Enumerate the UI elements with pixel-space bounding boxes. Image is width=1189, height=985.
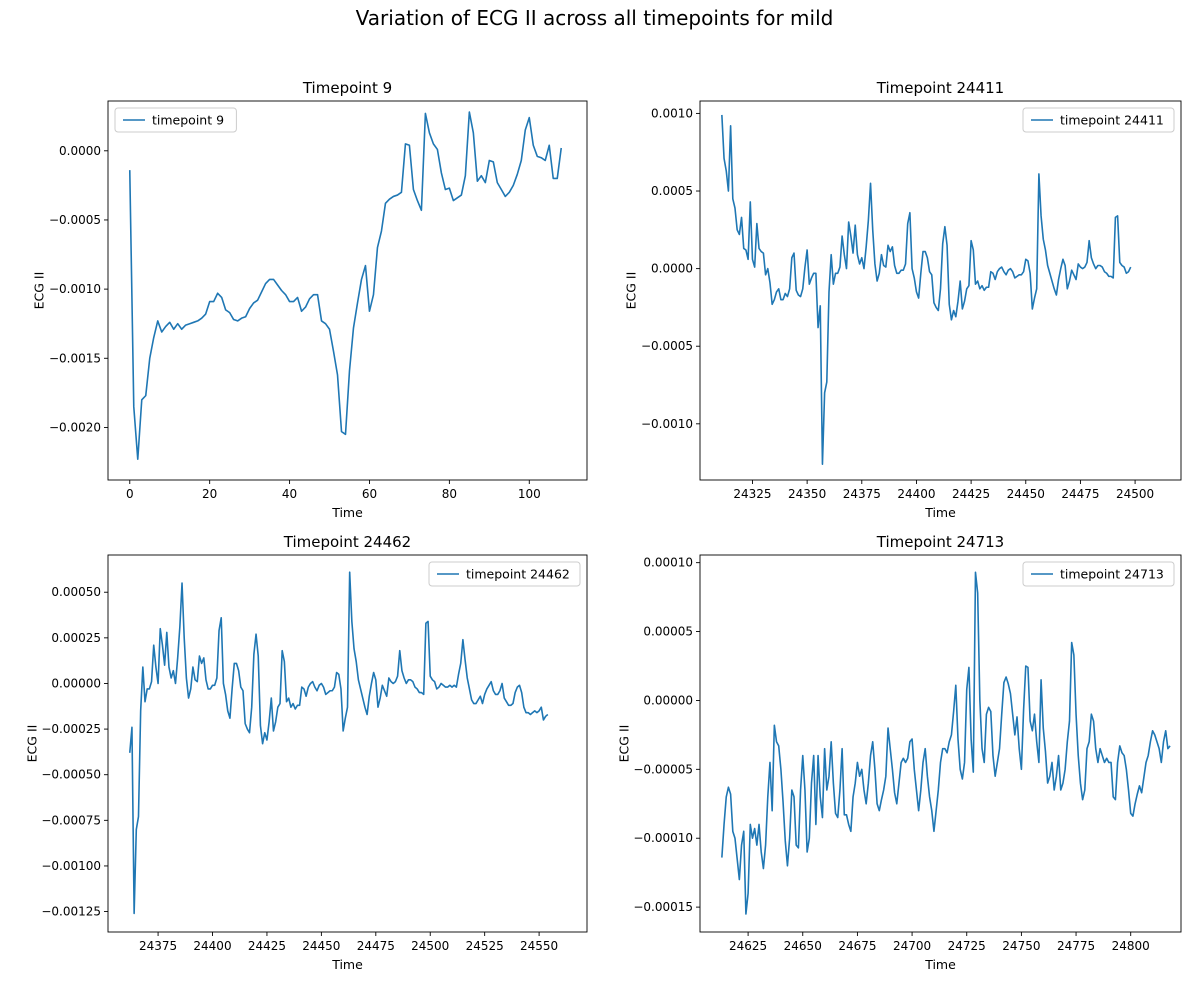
x-tick-label: 24350 bbox=[788, 487, 826, 501]
y-tick-label: −0.0005 bbox=[641, 339, 693, 353]
series-line bbox=[721, 571, 1171, 915]
y-tick-label: −0.00010 bbox=[633, 831, 693, 845]
y-tick-label: 0.0000 bbox=[651, 262, 693, 276]
x-tick-label: 24500 bbox=[1116, 487, 1154, 501]
x-tick-label: 24500 bbox=[411, 939, 449, 953]
y-tick-label: −0.00100 bbox=[41, 859, 101, 873]
x-tick-label: 24625 bbox=[729, 939, 767, 953]
y-tick-label: 0.00010 bbox=[643, 556, 693, 570]
x-tick-label: 24400 bbox=[897, 487, 935, 501]
y-tick-label: 0.00000 bbox=[643, 693, 693, 707]
y-tick-label: 0.00025 bbox=[51, 631, 101, 645]
legend-box bbox=[428, 561, 581, 587]
legend-label: timepoint 24411 bbox=[1060, 113, 1164, 128]
y-tick-label: −0.00005 bbox=[633, 762, 693, 776]
plot-frame bbox=[699, 100, 1182, 481]
x-axis-label: Time bbox=[331, 505, 363, 520]
x-tick-label: 24475 bbox=[357, 939, 395, 953]
plot-frame bbox=[699, 554, 1182, 933]
series-line bbox=[128, 571, 549, 915]
legend: timepoint 24411 bbox=[1022, 107, 1175, 133]
y-axis-label: ECG II bbox=[616, 725, 631, 763]
subplot-title: Timepoint 9 bbox=[302, 79, 392, 97]
y-axis-label: ECG II bbox=[32, 272, 47, 310]
subplot-title: Timepoint 24713 bbox=[876, 533, 1004, 551]
y-tick-label: 0.00050 bbox=[51, 585, 101, 599]
x-tick-label: 24550 bbox=[520, 939, 558, 953]
legend: timepoint 9 bbox=[114, 107, 237, 133]
x-tick-label: 24800 bbox=[1112, 939, 1150, 953]
legend-label: timepoint 9 bbox=[152, 113, 224, 128]
y-tick-label: −0.0010 bbox=[49, 282, 101, 296]
plot-frame bbox=[107, 100, 588, 481]
y-tick-label: 0.00000 bbox=[51, 676, 101, 690]
x-tick-label: 24525 bbox=[466, 939, 504, 953]
x-tick-label: 24450 bbox=[1007, 487, 1045, 501]
subplot-2: Timepoint 24411 24325 24350 24375 24400 24425… bbox=[624, 79, 1182, 520]
x-tick-label: 24325 bbox=[733, 487, 771, 501]
x-tick-label: 24750 bbox=[1002, 939, 1040, 953]
x-tick-label: 0 bbox=[126, 487, 134, 501]
y-tick-label: −0.00075 bbox=[41, 813, 101, 827]
x-axis-label: Time bbox=[924, 505, 956, 520]
subplot-1: Timepoint 9 0 20 40 60 80 100 −0.0020 −0.0015 −0.… bbox=[32, 79, 588, 520]
plot-frame bbox=[107, 554, 588, 933]
y-tick-label: 0.0010 bbox=[651, 106, 693, 120]
y-tick-label: 0.0000 bbox=[59, 144, 101, 158]
y-axis-label: ECG II bbox=[24, 725, 39, 763]
y-tick-label: −0.0015 bbox=[49, 351, 101, 365]
y-tick-label: −0.00015 bbox=[633, 900, 693, 914]
legend-box bbox=[1022, 561, 1175, 587]
y-axis-label: ECG II bbox=[624, 272, 639, 310]
y-tick-label: −0.00125 bbox=[41, 905, 101, 919]
y-tick-label: −0.00025 bbox=[41, 722, 101, 736]
y-tick-label: −0.0005 bbox=[49, 213, 101, 227]
subplot-title: Timepoint 24411 bbox=[876, 79, 1004, 97]
legend-label: timepoint 24713 bbox=[1060, 567, 1164, 582]
y-tick-label: −0.00050 bbox=[41, 768, 101, 782]
series-line bbox=[721, 114, 1132, 465]
x-axis-label: Time bbox=[331, 957, 363, 972]
x-tick-label: 24775 bbox=[1057, 939, 1095, 953]
x-tick-label: 24375 bbox=[843, 487, 881, 501]
x-tick-label: 24425 bbox=[248, 939, 286, 953]
y-tick-label: 0.0005 bbox=[651, 184, 693, 198]
y-tick-label: −0.0010 bbox=[641, 417, 693, 431]
y-tick-label: 0.00005 bbox=[643, 625, 693, 639]
x-tick-label: 24400 bbox=[193, 939, 231, 953]
legend-label: timepoint 24462 bbox=[466, 567, 570, 582]
x-tick-label: 24425 bbox=[952, 487, 990, 501]
x-tick-label: 24675 bbox=[838, 939, 876, 953]
legend: timepoint 24462 bbox=[428, 561, 581, 587]
series-line bbox=[128, 111, 563, 461]
x-tick-label: 100 bbox=[518, 487, 541, 501]
subplot-3: Timepoint 24462 24375 24400 24425 24450 24475… bbox=[24, 533, 588, 972]
y-tick-label: −0.0020 bbox=[49, 420, 101, 434]
x-tick-label: 24650 bbox=[784, 939, 822, 953]
x-tick-label: 24375 bbox=[139, 939, 177, 953]
x-tick-label: 24725 bbox=[948, 939, 986, 953]
x-axis-label: Time bbox=[924, 957, 956, 972]
legend: timepoint 24713 bbox=[1022, 561, 1175, 587]
legend-box bbox=[114, 107, 237, 133]
x-tick-label: 80 bbox=[442, 487, 457, 501]
x-tick-label: 40 bbox=[282, 487, 297, 501]
x-tick-label: 24475 bbox=[1061, 487, 1099, 501]
x-tick-label: 24450 bbox=[302, 939, 340, 953]
x-tick-label: 60 bbox=[362, 487, 377, 501]
legend-box bbox=[1022, 107, 1175, 133]
x-tick-label: 20 bbox=[202, 487, 217, 501]
subplot-4: Timepoint 24713 24625 24650 24675 24700 24725… bbox=[616, 533, 1182, 972]
figure-title: Variation of ECG II across all timepoint… bbox=[355, 6, 834, 30]
x-tick-label: 24700 bbox=[893, 939, 931, 953]
subplot-title: Timepoint 24462 bbox=[283, 533, 411, 551]
